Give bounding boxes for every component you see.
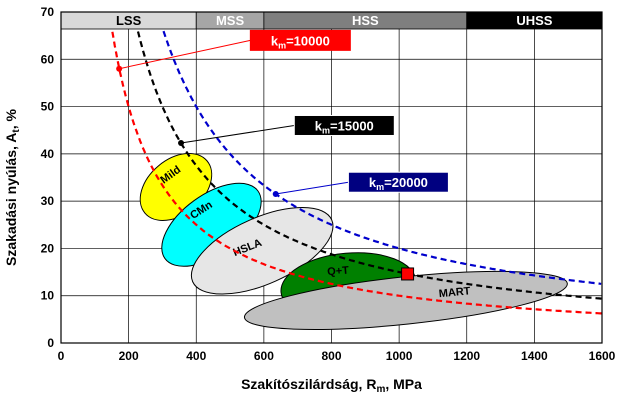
y-tick-label: 30: [41, 194, 55, 208]
y-tick-label: 0: [47, 336, 54, 350]
km-label-text: km=15000: [315, 118, 374, 135]
leader-line: [119, 39, 251, 70]
x-tick-label: 1400: [521, 349, 548, 363]
square-marker: [401, 267, 415, 281]
x-axis-label: Szakítószilárdság, Rm, MPa: [241, 376, 422, 395]
x-tick-label: 1000: [386, 349, 413, 363]
km-label-text: km=10000: [271, 33, 330, 50]
y-tick-label: 50: [41, 100, 55, 114]
band-label: LSS: [116, 13, 142, 28]
leader-line: [275, 181, 349, 195]
band-label: HSS: [352, 13, 379, 28]
y-tick-label: 10: [41, 289, 55, 303]
region-label: MART: [438, 285, 471, 300]
plot-frame: [60, 11, 603, 344]
y-tick-label: 20: [41, 241, 55, 255]
y-axis-label: Szakadási nyúlás, At, %: [3, 109, 22, 266]
y-tick-label: 40: [41, 147, 55, 161]
strength-bands: LSS MSS HSS UHSS: [60, 11, 603, 30]
region-label: Q+T: [327, 265, 350, 279]
x-tick-label: 1600: [589, 349, 616, 363]
region-hsla: [190, 207, 334, 295]
x-tick-labels: 0 200 400 600 800 1000 1200 1400 1600: [58, 349, 616, 363]
curve-marker: [178, 139, 185, 146]
km-label-box: [347, 171, 449, 193]
y-tick-label: 70: [41, 5, 55, 19]
band-label: UHSS: [516, 13, 552, 28]
curve-km-10000: [110, 29, 602, 315]
x-tick-label: 800: [321, 349, 341, 363]
x-tick-label: 0: [58, 349, 65, 363]
curve-km-20000: [161, 29, 602, 285]
x-tick-label: 400: [186, 349, 206, 363]
km-label-text: km=20000: [369, 175, 428, 192]
curve-marker: [116, 65, 123, 72]
y-tick-labels: 0 10 20 30 40 50 60 70: [41, 5, 55, 350]
km-label-box: [249, 29, 351, 51]
km-curves: [110, 29, 602, 315]
km-label-box: [293, 114, 395, 136]
band-label: MSS: [216, 13, 245, 28]
curve-km-15000: [136, 29, 602, 300]
km-labels: km=10000 km=15000 km=20000: [249, 29, 449, 193]
x-tick-label: 600: [254, 349, 274, 363]
x-tick-label: 200: [119, 349, 139, 363]
x-tick-label: 1200: [453, 349, 480, 363]
curve-markers: [116, 39, 415, 281]
curve-marker: [272, 191, 279, 198]
leader-line: [180, 124, 295, 144]
y-tick-label: 60: [41, 52, 55, 66]
